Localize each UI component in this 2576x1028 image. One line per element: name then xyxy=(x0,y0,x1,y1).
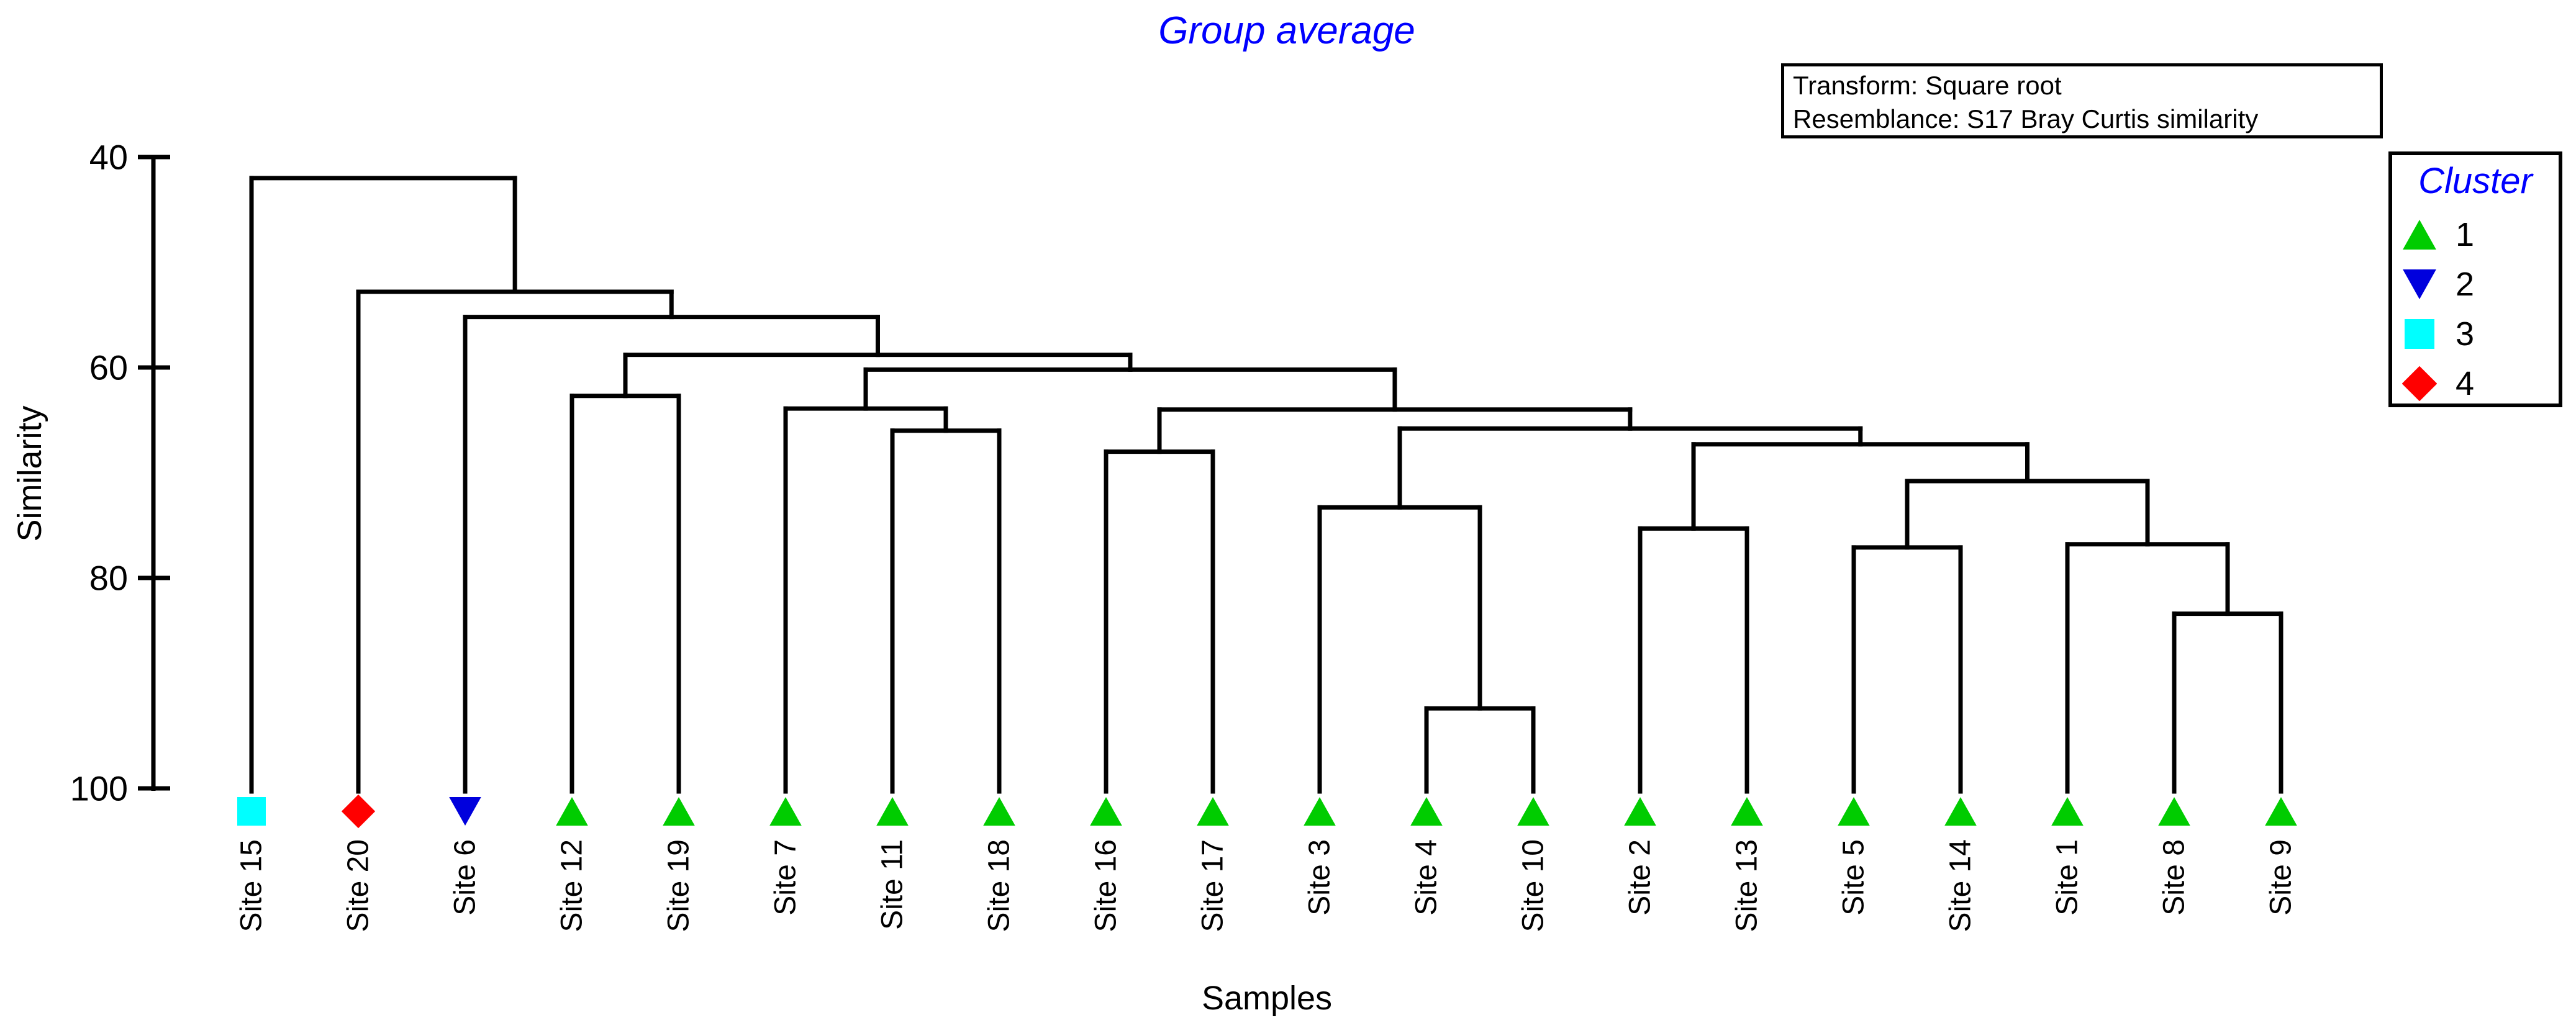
diamond-icon xyxy=(2402,366,2437,401)
leaf-marker xyxy=(1517,797,1549,826)
resemblance-line: Resemblance: S17 Bray Curtis similarity xyxy=(1793,104,2259,133)
diamond-icon xyxy=(2402,366,2437,401)
y-axis-title: Similarity xyxy=(11,405,48,542)
triangle-down-icon xyxy=(2403,269,2436,299)
leaf-marker xyxy=(1838,797,1870,826)
leaf-label: Site 6 xyxy=(449,839,482,916)
triangle-up-icon xyxy=(2403,220,2436,250)
leaf-marker xyxy=(1090,797,1122,826)
leaf-marker xyxy=(556,797,588,826)
y-tick-label: 80 xyxy=(89,559,128,598)
legend-item-label: 1 xyxy=(2456,216,2475,253)
x-axis-title: Samples xyxy=(1201,980,1333,1017)
leaf-label: Site 2 xyxy=(1624,839,1657,916)
leaf-label: Site 17 xyxy=(1197,839,1230,932)
square-icon xyxy=(2405,319,2434,349)
leaf-marker xyxy=(1197,797,1229,826)
triangle-up-icon xyxy=(2403,220,2436,250)
y-tick-label: 60 xyxy=(89,348,128,387)
leaf-marker xyxy=(2158,797,2190,826)
leaf-label: Site 12 xyxy=(556,839,589,932)
chart-title: Group average xyxy=(1158,9,1415,52)
transform-info-box: Transform: Square root Resemblance: S17 … xyxy=(1781,63,2383,138)
leaf-marker xyxy=(1304,797,1336,826)
y-tick-label: 100 xyxy=(70,769,128,808)
leaf-label: Site 16 xyxy=(1090,839,1123,932)
leaf-marker xyxy=(341,794,376,829)
leaf-label: Site 13 xyxy=(1731,839,1764,932)
leaf-marker xyxy=(1944,797,1977,826)
legend-item-label: 2 xyxy=(2456,266,2475,303)
leaf-label: Site 14 xyxy=(1944,839,1977,932)
leaf-marker xyxy=(2265,797,2297,826)
leaf-marker xyxy=(769,797,802,826)
leaf-marker xyxy=(1731,797,1763,826)
leaf-label: Site 5 xyxy=(1838,839,1871,916)
triangle-down-icon xyxy=(2403,269,2436,299)
leaf-label: Site 4 xyxy=(1410,839,1443,916)
cluster-legend: Cluster 1 2 3 4 xyxy=(2388,151,2562,407)
leaf-label: Site 15 xyxy=(235,839,268,932)
leaf-label: Site 11 xyxy=(876,839,909,930)
leaf-marker xyxy=(876,797,909,826)
legend-title: Cluster xyxy=(2418,161,2533,201)
leaf-marker xyxy=(1410,797,1443,826)
leaf-label: Site 8 xyxy=(2158,839,2191,916)
leaf-label: Site 3 xyxy=(1304,839,1336,916)
square-icon xyxy=(2405,319,2434,349)
transform-line: Transform: Square root xyxy=(1793,71,2062,100)
legend-item: 4 xyxy=(2392,359,2559,408)
legend-item: 1 xyxy=(2392,210,2559,259)
leaf-label: Site 19 xyxy=(663,839,696,932)
leaf-marker xyxy=(983,797,1015,826)
legend-item-label: 4 xyxy=(2456,365,2475,402)
legend-item: 3 xyxy=(2392,309,2559,359)
leaf-label: Site 10 xyxy=(1517,839,1550,932)
leaf-marker xyxy=(2051,797,2084,826)
leaf-label: Site 9 xyxy=(2265,839,2298,916)
y-tick-label: 40 xyxy=(89,138,128,177)
legend-item-label: 3 xyxy=(2456,315,2475,353)
leaf-label: Site 7 xyxy=(769,839,802,916)
legend-item: 2 xyxy=(2392,259,2559,309)
leaf-label: Site 1 xyxy=(2051,839,2084,916)
legend-items: 1 2 3 4 xyxy=(2392,210,2559,408)
leaf-label: Site 20 xyxy=(342,839,375,932)
leaf-label: Site 18 xyxy=(983,839,1016,932)
leaf-marker xyxy=(663,797,695,826)
leaf-marker xyxy=(237,797,266,826)
leaf-marker xyxy=(449,797,481,826)
leaf-marker xyxy=(1624,797,1656,826)
